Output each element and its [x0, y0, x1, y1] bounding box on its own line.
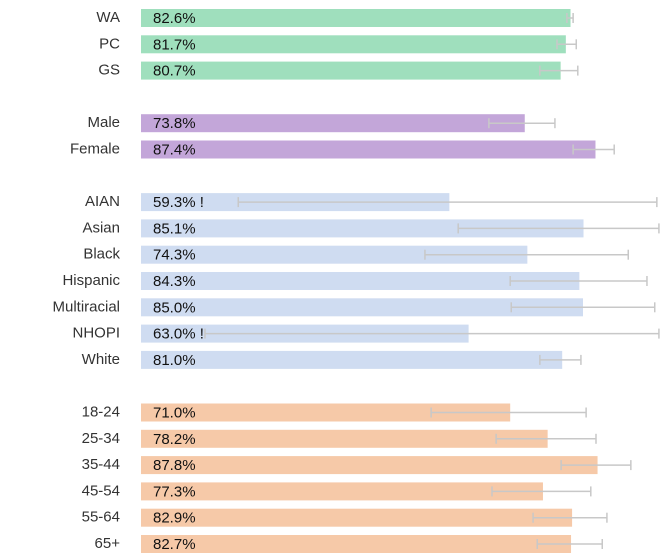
bar	[141, 35, 566, 54]
category-label: Asian	[82, 219, 120, 236]
data-label: 78.2%	[153, 431, 196, 448]
data-label: 73.8%	[153, 115, 196, 132]
bar	[141, 245, 528, 264]
bar	[141, 508, 573, 527]
data-label: 81.7%	[153, 36, 196, 53]
data-label: 82.7%	[153, 536, 196, 553]
data-label: 59.3% !	[153, 194, 204, 211]
data-label: 63.0% !	[153, 326, 204, 343]
data-label: 74.3%	[153, 247, 196, 264]
data-label: 77.3%	[153, 483, 196, 500]
category-label: Female	[70, 140, 120, 157]
category-label: 18-24	[82, 403, 120, 420]
data-label: 71.0%	[153, 404, 196, 421]
bar	[141, 114, 525, 133]
data-label: 82.9%	[153, 510, 196, 527]
data-label: 87.4%	[153, 141, 196, 158]
bar	[141, 429, 548, 448]
bar	[141, 456, 598, 475]
category-label: Black	[83, 246, 120, 263]
data-label: 80.7%	[153, 63, 196, 80]
bar	[141, 219, 584, 238]
category-label: 25-34	[82, 430, 120, 447]
bar	[141, 482, 543, 501]
bar	[141, 535, 572, 553]
category-label: PC	[99, 35, 120, 52]
category-label: Male	[87, 114, 120, 131]
category-label: AIAN	[85, 193, 120, 210]
category-label: WA	[96, 9, 120, 26]
bar	[141, 403, 511, 422]
category-label: NHOPI	[72, 325, 120, 342]
bar	[141, 140, 596, 159]
category-label: 35-44	[82, 456, 120, 473]
data-label: 87.8%	[153, 457, 196, 474]
data-label: 85.1%	[153, 220, 196, 237]
bar	[141, 298, 583, 317]
bar	[141, 350, 563, 369]
category-label: Multiracial	[52, 298, 120, 315]
bar	[141, 272, 580, 290]
data-label: 82.6%	[153, 10, 196, 27]
category-label: Hispanic	[62, 272, 120, 289]
bar	[141, 9, 571, 27]
data-label: 85.0%	[153, 299, 196, 316]
category-label: 55-64	[82, 509, 120, 526]
category-label: 65+	[95, 535, 121, 552]
category-label: 45-54	[82, 482, 120, 499]
data-label: 84.3%	[153, 273, 196, 290]
category-label: White	[82, 351, 120, 368]
data-label: 81.0%	[153, 352, 196, 369]
bar	[141, 61, 561, 80]
category-label: GS	[98, 62, 120, 79]
